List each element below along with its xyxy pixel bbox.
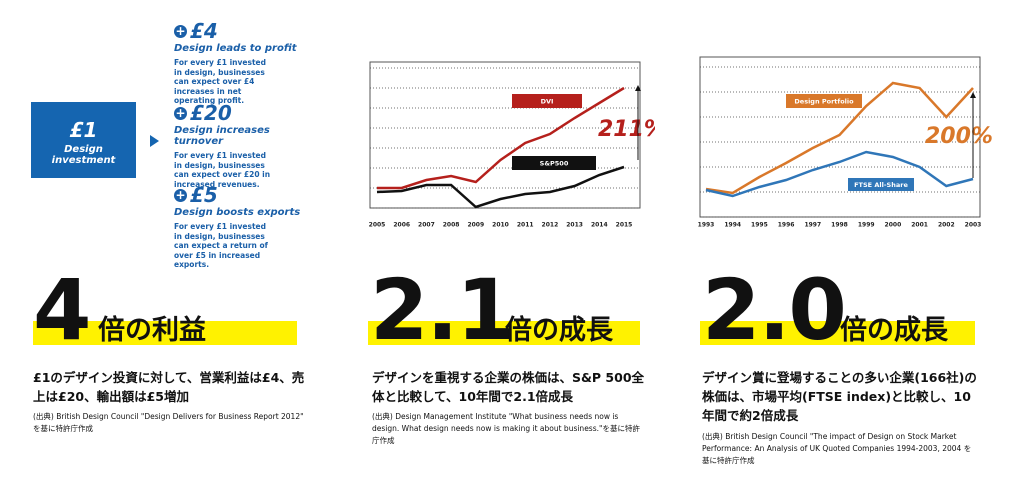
arrow-head: [635, 85, 641, 91]
highlight-label: 倍の成長: [505, 315, 613, 346]
x-tick-label: 2002: [938, 222, 955, 229]
return-title: Design leads to profit: [174, 43, 297, 54]
legend-label: FTSE All-Share: [854, 181, 908, 189]
return-amount: £5: [190, 183, 218, 207]
highlight-label: 倍の成長: [840, 315, 948, 346]
data-line: [377, 86, 625, 190]
highlight-number: 2.1: [370, 261, 515, 359]
x-tick-label: 2003: [965, 222, 982, 229]
investment-box: £1 Design investment: [31, 102, 136, 178]
arrow-head: [970, 92, 976, 98]
x-tick-label: 2015: [616, 222, 633, 229]
legend-box: [786, 94, 862, 108]
x-tick-label: 1995: [751, 222, 768, 229]
source: (出典) Design Management Institute "What b…: [372, 412, 640, 445]
legend-box: [848, 178, 914, 191]
highlight-bar: [368, 321, 640, 345]
return-item: + £20 Design increases turnover For every…: [174, 102, 304, 189]
x-tick-label: 1994: [724, 222, 741, 229]
x-tick-label: 2014: [591, 222, 608, 229]
highlight-text: デザインを重視する企業の株価は、S&P 500全体と比較して、10年間で2.1倍…: [372, 370, 645, 404]
x-tick-label: 1996: [778, 222, 795, 229]
data-line: [376, 165, 625, 209]
source: (出典) British Design Council "The impact …: [702, 432, 972, 465]
highlight-bar: [700, 321, 975, 345]
annotation: 211%: [598, 117, 655, 142]
legend-box: [512, 94, 582, 108]
x-tick-label: 2007: [418, 222, 435, 229]
x-tick-label: 1999: [858, 222, 875, 229]
return-amount: £20: [190, 101, 232, 125]
return-text: For every £1 invested in design, busines…: [174, 222, 268, 269]
legend-box: [512, 156, 596, 170]
legend-label: Design Portfolio: [794, 98, 854, 106]
return-title: Design increases turnover: [174, 125, 270, 147]
data-line: [705, 150, 974, 198]
x-tick-label: 2010: [492, 222, 509, 229]
return-title: Design boosts exports: [174, 207, 301, 218]
plus-icon: +: [174, 187, 187, 202]
legend-label: DVI: [541, 98, 554, 106]
legend-label: S&P500: [540, 160, 569, 168]
x-tick-label: 2000: [885, 222, 902, 229]
x-tick-label: 2013: [566, 222, 583, 229]
x-tick-label: 2008: [443, 222, 460, 229]
return-text: For every £1 invested in design, busines…: [174, 151, 271, 189]
arrow: [150, 135, 159, 147]
return-item: + £4 Design leads to profit For every £1 …: [174, 20, 304, 106]
chart: 2005 2006 2007 2008 2009 2010 2011 2012 2013 2014…: [369, 61, 655, 229]
highlight-number: 2.0: [702, 261, 847, 359]
annotation: 200%: [925, 124, 993, 149]
x-tick-label: 2009: [467, 222, 484, 229]
x-tick-label: 1997: [804, 222, 821, 229]
x-tick-label: 2005: [369, 222, 386, 229]
return-text: For every £1 invested in design, busines…: [174, 58, 266, 105]
plot-frame: [699, 56, 981, 218]
x-tick-label: 1993: [698, 222, 715, 229]
highlight-label: 倍の利益: [98, 315, 206, 346]
highlight-number: 4: [33, 261, 91, 359]
highlight-text: £1のデザイン投資に対して、営業利益は£4、売上は£20、輸出額は£5増加: [33, 370, 305, 404]
highlight-bar: [33, 321, 297, 345]
x-tick-label: 1998: [831, 222, 848, 229]
source: (出典) British Design Council "Design Deli…: [33, 412, 304, 433]
investment-label: Design investment: [51, 144, 116, 166]
chart: 1993 1994 1995 1996 1997 1998 1999 2000 2001 2002…: [698, 56, 993, 229]
data-line: [705, 81, 974, 195]
return-amount: £4: [190, 19, 218, 43]
x-tick-label: 2011: [517, 222, 534, 229]
x-tick-label: 2006: [393, 222, 410, 229]
investment-amount: £1: [69, 118, 98, 142]
x-tick-label: 2012: [542, 222, 559, 229]
highlight-text: デザイン賞に登場することの多い企業(166社)の株価は、市場平均(FTSE in…: [702, 370, 977, 423]
return-item: + £5 Design boosts exports For every £1 i…: [174, 184, 304, 270]
plus-icon: +: [174, 105, 187, 120]
x-tick-label: 2001: [911, 222, 928, 229]
plus-icon: +: [174, 23, 187, 38]
